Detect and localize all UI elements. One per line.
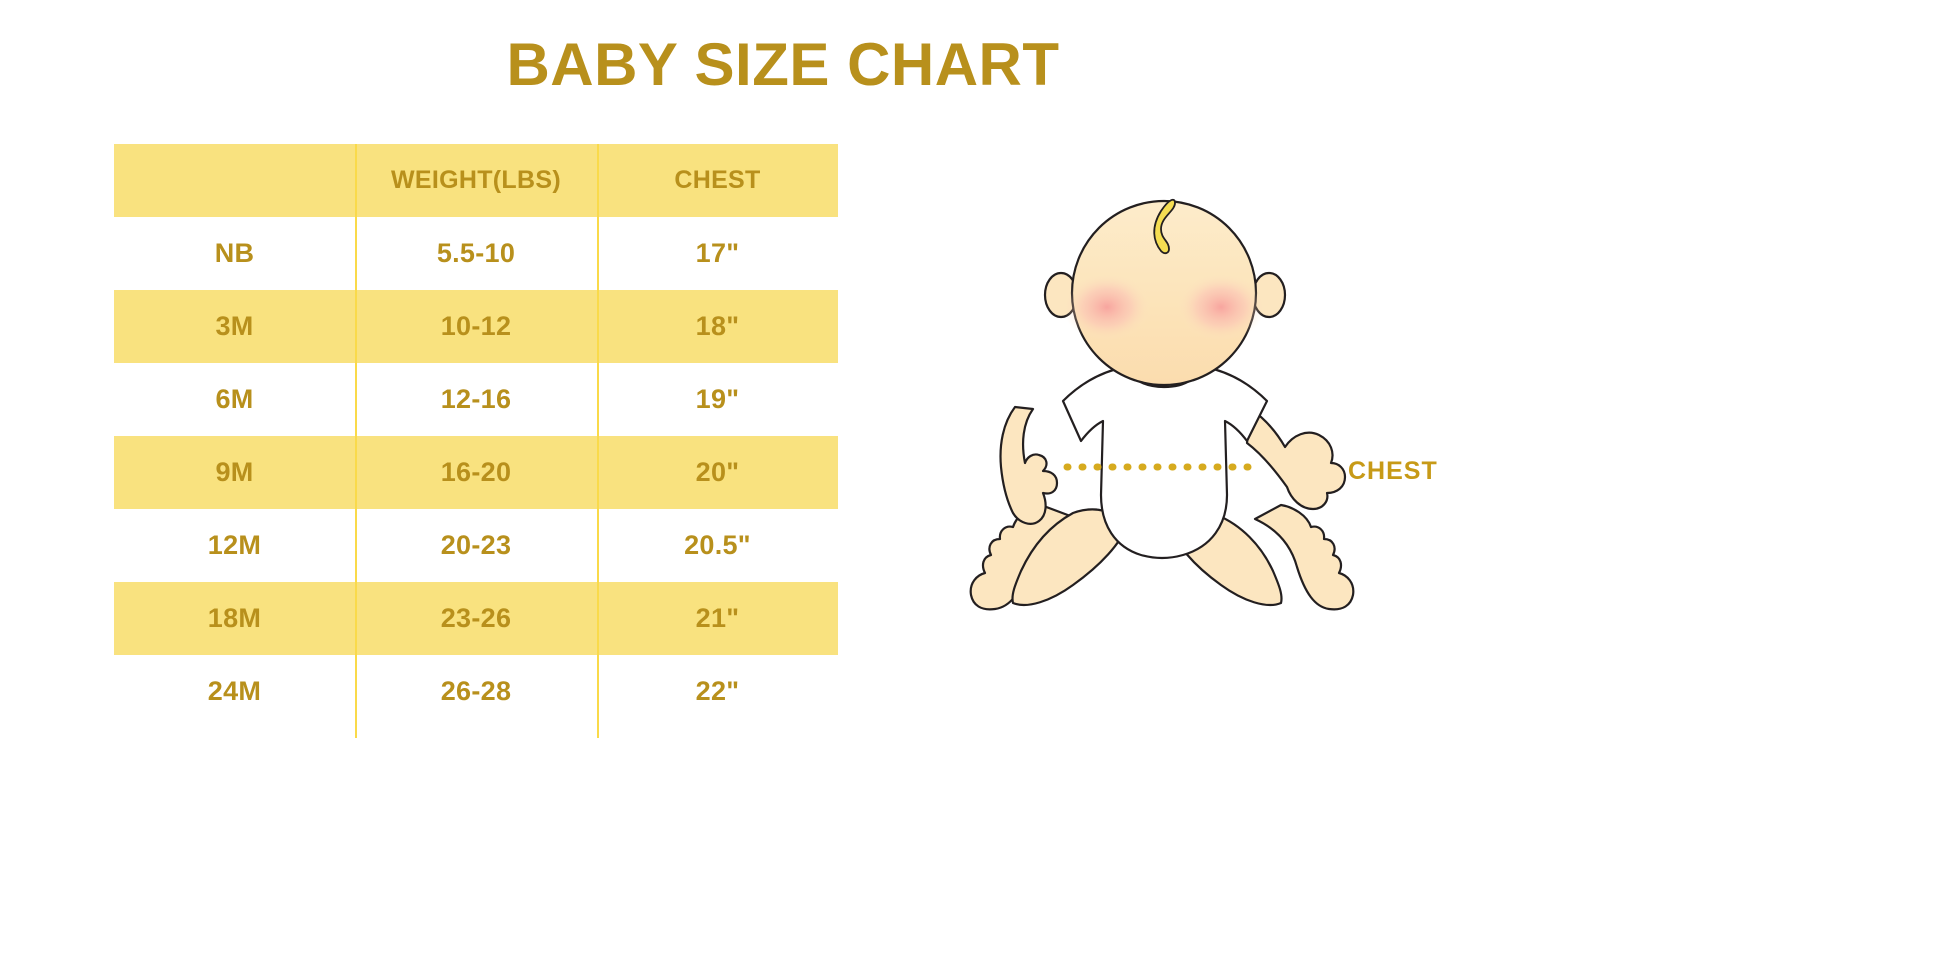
cell-weight: 12-16 <box>355 363 597 436</box>
cell-age: 18M <box>114 582 355 655</box>
column-header-weight: WEIGHT(LBS) <box>355 144 597 217</box>
column-header-age <box>114 144 355 217</box>
table-row: 9M 16-20 20" <box>114 436 838 509</box>
cell-weight: 26-28 <box>355 655 597 728</box>
cell-age: 12M <box>114 509 355 582</box>
cell-chest: 22" <box>597 655 838 728</box>
cell-chest: 20" <box>597 436 838 509</box>
chest-measure-label: CHEST <box>1348 457 1438 485</box>
cell-chest: 20.5" <box>597 509 838 582</box>
table-body: NB 5.5-10 17" 3M 10-12 18" 6M 12-16 19" … <box>114 217 838 728</box>
cell-weight: 5.5-10 <box>355 217 597 290</box>
baby-hair-curl <box>1153 198 1176 255</box>
baby-right-blush <box>1177 273 1265 341</box>
cell-age: NB <box>114 217 355 290</box>
table-row: 18M 23-26 21" <box>114 582 838 655</box>
table-row: 6M 12-16 19" <box>114 363 838 436</box>
baby-right-foot <box>1253 503 1355 611</box>
baby-left-blush <box>1063 273 1151 341</box>
cell-chest: 18" <box>597 290 838 363</box>
cell-age: 3M <box>114 290 355 363</box>
table-header-row: WEIGHT(LBS) CHEST <box>114 144 838 217</box>
baby-left-arm <box>999 405 1059 525</box>
column-divider-line <box>597 144 599 738</box>
page-title: BABY SIZE CHART <box>506 31 1060 98</box>
cell-weight: 16-20 <box>355 436 597 509</box>
cell-weight: 23-26 <box>355 582 597 655</box>
cell-age: 9M <box>114 436 355 509</box>
cell-chest: 21" <box>597 582 838 655</box>
column-header-chest: CHEST <box>597 144 838 217</box>
cell-weight: 10-12 <box>355 290 597 363</box>
cell-age: 24M <box>114 655 355 728</box>
table-row: 12M 20-23 20.5" <box>114 509 838 582</box>
sitting-baby-illustration <box>969 198 1355 611</box>
table-row: 24M 26-28 22" <box>114 655 838 728</box>
size-chart-table: WEIGHT(LBS) CHEST NB 5.5-10 17" 3M 10-12… <box>114 144 838 728</box>
cell-chest: 17" <box>597 217 838 290</box>
cell-chest: 19" <box>597 363 838 436</box>
baby-right-arm <box>1245 407 1347 511</box>
table-header: WEIGHT(LBS) CHEST <box>114 144 838 217</box>
table-row: 3M 10-12 18" <box>114 290 838 363</box>
cell-age: 6M <box>114 363 355 436</box>
table-row: NB 5.5-10 17" <box>114 217 838 290</box>
column-divider-line <box>355 144 357 738</box>
cell-weight: 20-23 <box>355 509 597 582</box>
size-chart-table-container: WEIGHT(LBS) CHEST NB 5.5-10 17" 3M 10-12… <box>114 144 838 728</box>
